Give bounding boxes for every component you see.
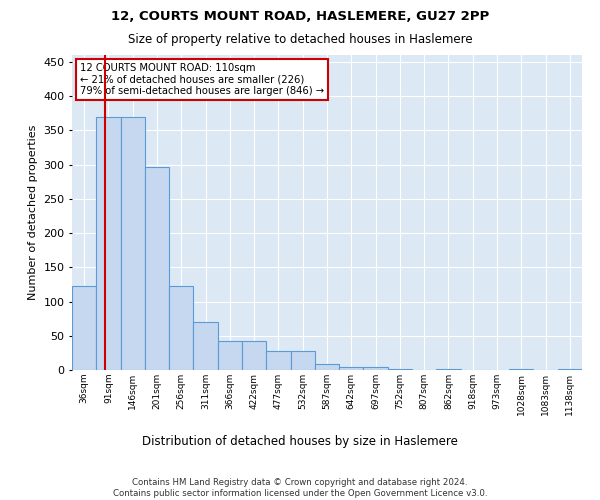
Bar <box>242 341 266 370</box>
Text: 12, COURTS MOUNT ROAD, HASLEMERE, GU27 2PP: 12, COURTS MOUNT ROAD, HASLEMERE, GU27 2… <box>111 10 489 23</box>
Bar <box>145 166 169 370</box>
Bar <box>315 364 339 370</box>
Text: Distribution of detached houses by size in Haslemere: Distribution of detached houses by size … <box>142 435 458 448</box>
Bar <box>290 351 315 370</box>
Bar <box>266 351 290 370</box>
Bar <box>72 286 96 370</box>
Bar <box>364 366 388 370</box>
Bar <box>169 286 193 370</box>
Bar <box>96 116 121 370</box>
Text: Size of property relative to detached houses in Haslemere: Size of property relative to detached ho… <box>128 32 472 46</box>
Text: 12 COURTS MOUNT ROAD: 110sqm
← 21% of detached houses are smaller (226)
79% of s: 12 COURTS MOUNT ROAD: 110sqm ← 21% of de… <box>80 63 324 96</box>
Bar <box>558 368 582 370</box>
Bar <box>218 340 242 370</box>
Bar <box>388 368 412 370</box>
Bar <box>121 116 145 370</box>
Bar <box>193 322 218 370</box>
Text: Contains HM Land Registry data © Crown copyright and database right 2024.
Contai: Contains HM Land Registry data © Crown c… <box>113 478 487 498</box>
Y-axis label: Number of detached properties: Number of detached properties <box>28 125 38 300</box>
Bar <box>339 366 364 370</box>
